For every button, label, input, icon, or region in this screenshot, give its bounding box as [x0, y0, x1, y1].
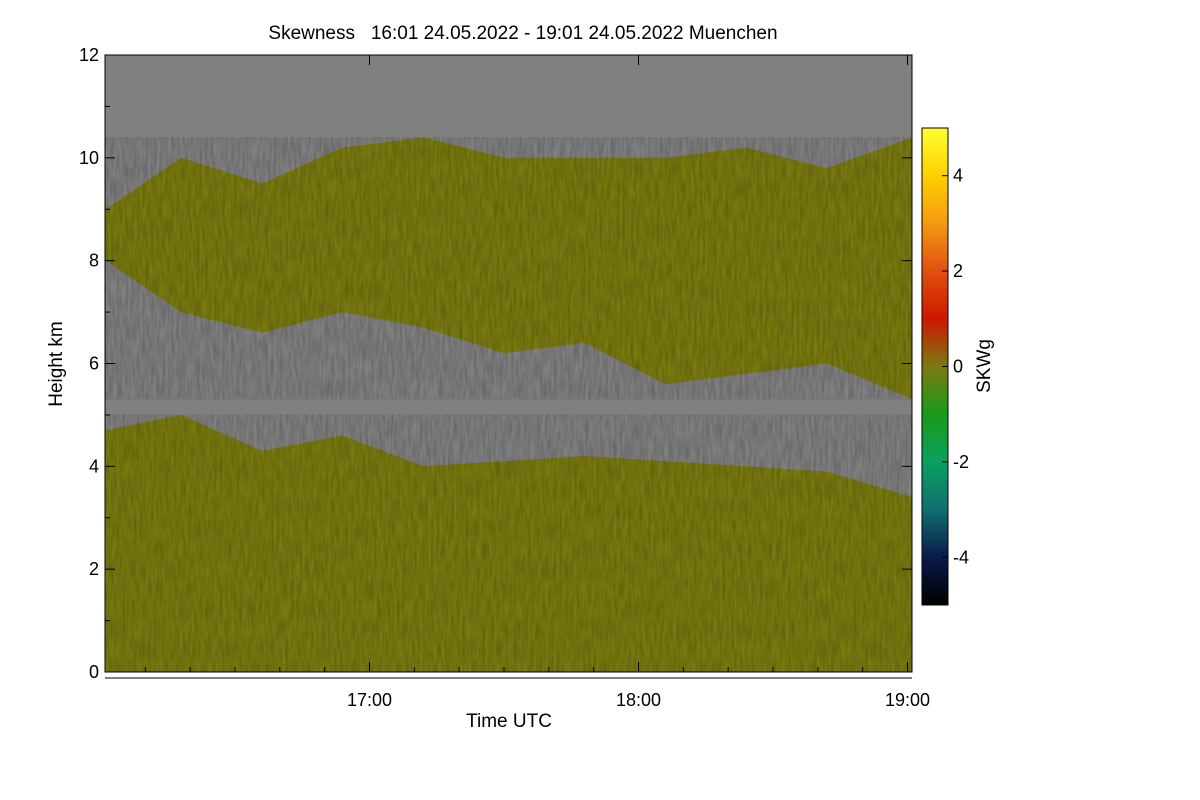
boundary-layer-texture	[105, 414, 912, 672]
x-tick-label: 17:00	[347, 690, 392, 710]
colorbar-ticks: 4 2 0 -2 -4	[942, 166, 969, 567]
y-tick-label: 8	[89, 251, 99, 271]
y-tick-label: 4	[89, 456, 99, 476]
x-axis-ticks: 17:00 18:00 19:00	[144, 55, 930, 710]
colorbar-tick-label: -2	[953, 452, 969, 472]
colorbar-tick-label: 4	[953, 166, 963, 186]
y-tick-label: 12	[79, 45, 99, 65]
colorbar-tick-label: -4	[953, 547, 969, 567]
colorbar-tick-label: 2	[953, 261, 963, 281]
heatmap-layers	[105, 137, 912, 672]
colorbar-tick-label: 0	[953, 357, 963, 377]
y-tick-label: 0	[89, 662, 99, 682]
x-tick-label: 18:00	[616, 690, 661, 710]
x-tick-label: 19:00	[885, 690, 930, 710]
y-tick-label: 2	[89, 559, 99, 579]
y-axis-ticks: 0 2 4 6 8 10 12	[79, 45, 912, 682]
colorbar-label: SKWg	[974, 339, 995, 393]
y-tick-label: 10	[79, 148, 99, 168]
x-axis-label: Time UTC	[466, 711, 552, 732]
upper-cloud-layer-texture	[105, 137, 912, 400]
chart-title: Skewness 16:01 24.05.2022 - 19:01 24.05.…	[268, 23, 777, 44]
y-tick-label: 6	[89, 354, 99, 374]
y-axis-label: Height km	[46, 321, 67, 407]
